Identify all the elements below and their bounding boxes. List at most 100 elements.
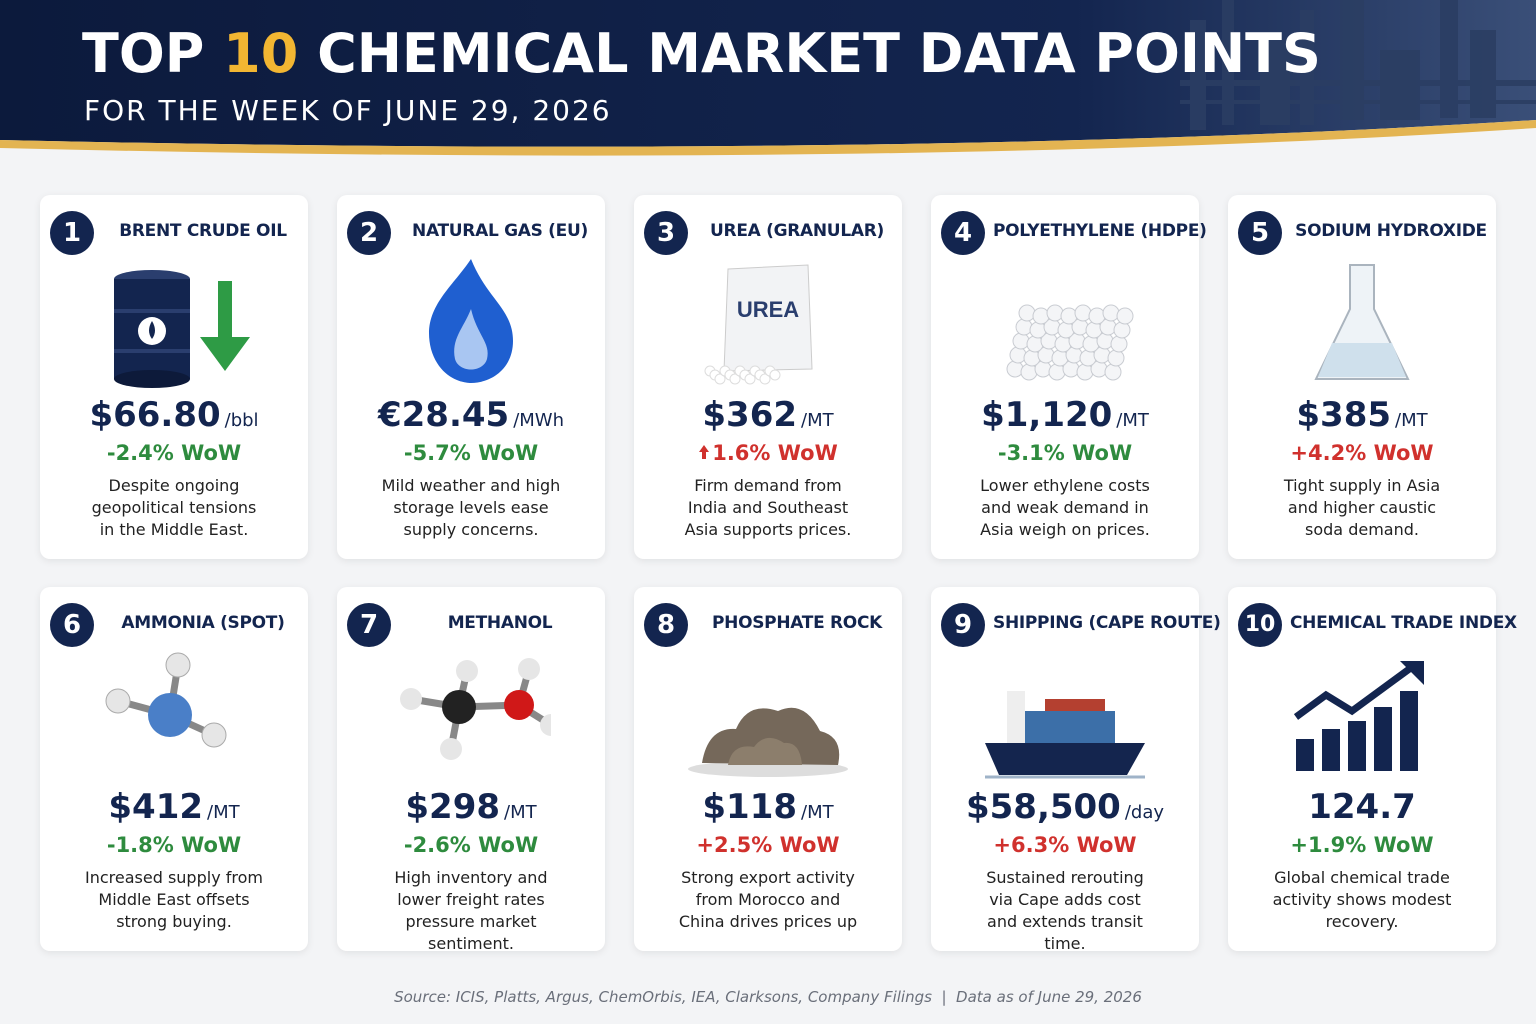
icon-shape xyxy=(1374,707,1392,771)
card-number: 6 xyxy=(50,603,94,647)
data-card: 4 POLYETHYLENE (HDPE) $1,120/MT -3.1% WoW Lo… xyxy=(931,195,1207,559)
icon-shape xyxy=(518,658,540,680)
change-value: -2.4% WoW xyxy=(106,441,242,465)
icon-shape xyxy=(1104,363,1122,381)
icon-shape xyxy=(1116,307,1134,325)
price-unit: /MT xyxy=(801,802,834,823)
icon-shape xyxy=(728,737,802,765)
weekly-change: -2.4% WoW xyxy=(40,441,308,465)
icon-shape xyxy=(148,693,192,737)
price-unit: /MT xyxy=(504,802,537,823)
price-unit: /MT xyxy=(801,410,834,431)
card-title: PHOSPHATE ROCK xyxy=(711,613,883,633)
weekly-change: 1.6% WoW xyxy=(634,441,902,465)
card-icon xyxy=(1293,661,1424,771)
card-title: NATURAL GAS (EU) xyxy=(412,221,588,241)
icon-shape xyxy=(1110,335,1128,353)
icon-shape xyxy=(400,688,422,710)
card-title: SHIPPING (CAPE ROUTE) xyxy=(993,613,1221,633)
icon-shape xyxy=(454,309,488,370)
card-icon: UREA xyxy=(704,264,813,385)
card-title: CHEMICAL TRADE INDEX xyxy=(1290,613,1517,633)
card-number: 4 xyxy=(941,211,985,255)
description: Global chemical trade activity shows mod… xyxy=(1272,868,1452,931)
icon-shape xyxy=(218,281,232,341)
price: $66.80/bbl xyxy=(40,395,308,435)
card-number: 3 xyxy=(644,211,688,255)
price-value: $58,500 xyxy=(965,787,1121,827)
price-value: $298 xyxy=(405,787,501,827)
icon-shape xyxy=(1007,691,1025,743)
card-number: 2 xyxy=(347,211,391,255)
icon-shape xyxy=(1023,349,1041,367)
icon-shape xyxy=(1048,363,1066,381)
up-arrow xyxy=(699,445,710,459)
title-highlight: 10 xyxy=(223,22,299,85)
icon-shape xyxy=(1032,307,1050,325)
icon-shape xyxy=(114,370,190,388)
icon-shape xyxy=(456,660,478,682)
icon-shape xyxy=(714,373,726,385)
card-title: BRENT CRUDE OIL xyxy=(119,221,287,241)
price: €28.45/MWh xyxy=(337,395,605,435)
card-number: 7 xyxy=(347,603,391,647)
card-icon xyxy=(400,658,551,760)
price: $118/MT xyxy=(634,787,902,827)
icon-shape xyxy=(1079,349,1097,367)
card-icon xyxy=(688,707,848,777)
icon-shape xyxy=(1400,691,1418,771)
card-icon xyxy=(105,652,227,748)
icon-shape xyxy=(729,373,741,385)
icon-shape xyxy=(200,337,250,371)
title-part: TOP xyxy=(82,22,205,85)
card-icon xyxy=(1314,264,1410,380)
description: Strong export activity from Morocco and … xyxy=(678,868,858,931)
price-unit: /bbl xyxy=(224,410,259,431)
icon-shape xyxy=(1054,335,1072,353)
price: $412/MT xyxy=(40,787,308,827)
change-value: -3.1% WoW xyxy=(997,441,1133,465)
icon-shape xyxy=(1025,711,1115,743)
data-card: 2 NATURAL GAS (EU) €28.45/MWh -5.7% WoW Mild… xyxy=(337,195,605,559)
header-banner xyxy=(0,0,1536,156)
icon-shape xyxy=(1113,321,1131,339)
icon-shape xyxy=(442,690,476,724)
subtitle: FOR THE WEEK OF JUNE 29, 2026 xyxy=(84,94,612,127)
data-card: 6 AMMONIA (SPOT) $412/MT -1.8% WoW Increased… xyxy=(40,587,308,951)
change-value: +6.3% WoW xyxy=(993,833,1137,857)
icon-shape xyxy=(1322,729,1340,771)
card-icon xyxy=(114,270,250,388)
card-number: 8 xyxy=(644,603,688,647)
change-value: +4.2% WoW xyxy=(1290,441,1434,465)
icon-shape xyxy=(1012,332,1030,350)
price-value: $385 xyxy=(1296,395,1392,435)
icon-shape xyxy=(1074,304,1092,322)
icon-shape xyxy=(1076,363,1094,381)
price: $298/MT xyxy=(337,787,605,827)
icon-shape xyxy=(114,349,190,353)
price-value: $412 xyxy=(108,787,204,827)
icon-shape xyxy=(1015,318,1033,336)
icon-shape xyxy=(1060,307,1078,325)
icon-shape xyxy=(769,369,781,381)
price-unit: /day xyxy=(1124,802,1165,823)
card-number: 5 xyxy=(1238,211,1282,255)
weekly-change: -3.1% WoW xyxy=(931,441,1199,465)
icon-shape xyxy=(1051,349,1069,367)
icon-shape xyxy=(149,321,155,339)
icon-shape xyxy=(1046,304,1064,322)
price: $362/MT xyxy=(634,395,902,435)
icon-shape xyxy=(1293,664,1415,720)
icon-shape xyxy=(1018,304,1036,322)
weekly-change: -1.8% WoW xyxy=(40,833,308,857)
icon-shape xyxy=(759,373,771,385)
icon-label: UREA xyxy=(737,297,799,322)
icon-shape xyxy=(1020,363,1038,381)
card-title: POLYETHYLENE (HDPE) xyxy=(993,221,1207,241)
weekly-change: -5.7% WoW xyxy=(337,441,605,465)
icon-shape xyxy=(1107,349,1125,367)
icon-shape xyxy=(985,743,1145,775)
change-value: -2.6% WoW xyxy=(403,833,539,857)
